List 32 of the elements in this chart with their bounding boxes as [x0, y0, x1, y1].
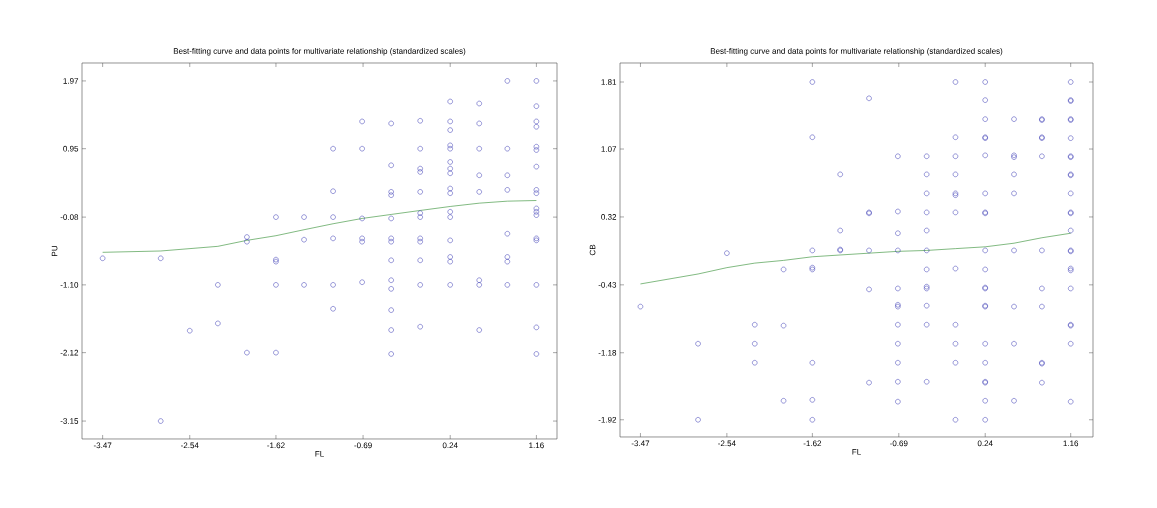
x-tick-label: 0.24: [977, 440, 993, 447]
x-axis-title: FL: [315, 451, 324, 457]
y-axis-title: CB: [589, 244, 596, 256]
y-tick-label: 1.81: [601, 79, 617, 85]
x-tick-label: -2.54: [181, 442, 199, 449]
y-tick-label: -1.92: [598, 416, 617, 423]
y-tick-label: 1.07: [601, 146, 617, 152]
x-tick-label: -1.62: [267, 442, 285, 449]
chart-title: Best-fitting curve and data points for multivariate relationship (standardized scales): [173, 48, 466, 56]
x-tick-label: 1.16: [1063, 440, 1079, 447]
x-tick-label: 0.24: [442, 442, 458, 449]
line-series: [640, 232, 1071, 285]
x-axis-title: FL: [852, 449, 861, 455]
y-tick-label: -3.15: [60, 418, 79, 424]
y-tick-label: -0.43: [598, 282, 617, 288]
y-tick-label: -2.12: [60, 349, 79, 356]
x-tick-label: -3.47: [631, 440, 650, 447]
y-tick-label: -0.08: [60, 214, 79, 220]
line-series: [102, 200, 537, 253]
x-tick-label: -2.54: [718, 440, 736, 447]
x-tick-label: -1.62: [803, 440, 822, 447]
y-tick-label: -1.10: [60, 282, 79, 288]
y-tick-label: -1.18: [598, 349, 617, 356]
y-axis-title: PU: [51, 246, 58, 256]
y-tick-label: 0.32: [601, 214, 617, 220]
y-tick-label: 0.95: [63, 145, 79, 152]
x-tick-label: -0.69: [354, 442, 372, 449]
x-tick-label: 1.16: [529, 442, 544, 449]
chart-title: Best-fitting curve and data points for multivariate relationship (standardized scales): [710, 48, 1003, 56]
x-tick-label: -3.47: [93, 442, 112, 449]
x-tick-label: -0.69: [890, 440, 908, 447]
y-tick-label: 1.97: [63, 78, 79, 84]
